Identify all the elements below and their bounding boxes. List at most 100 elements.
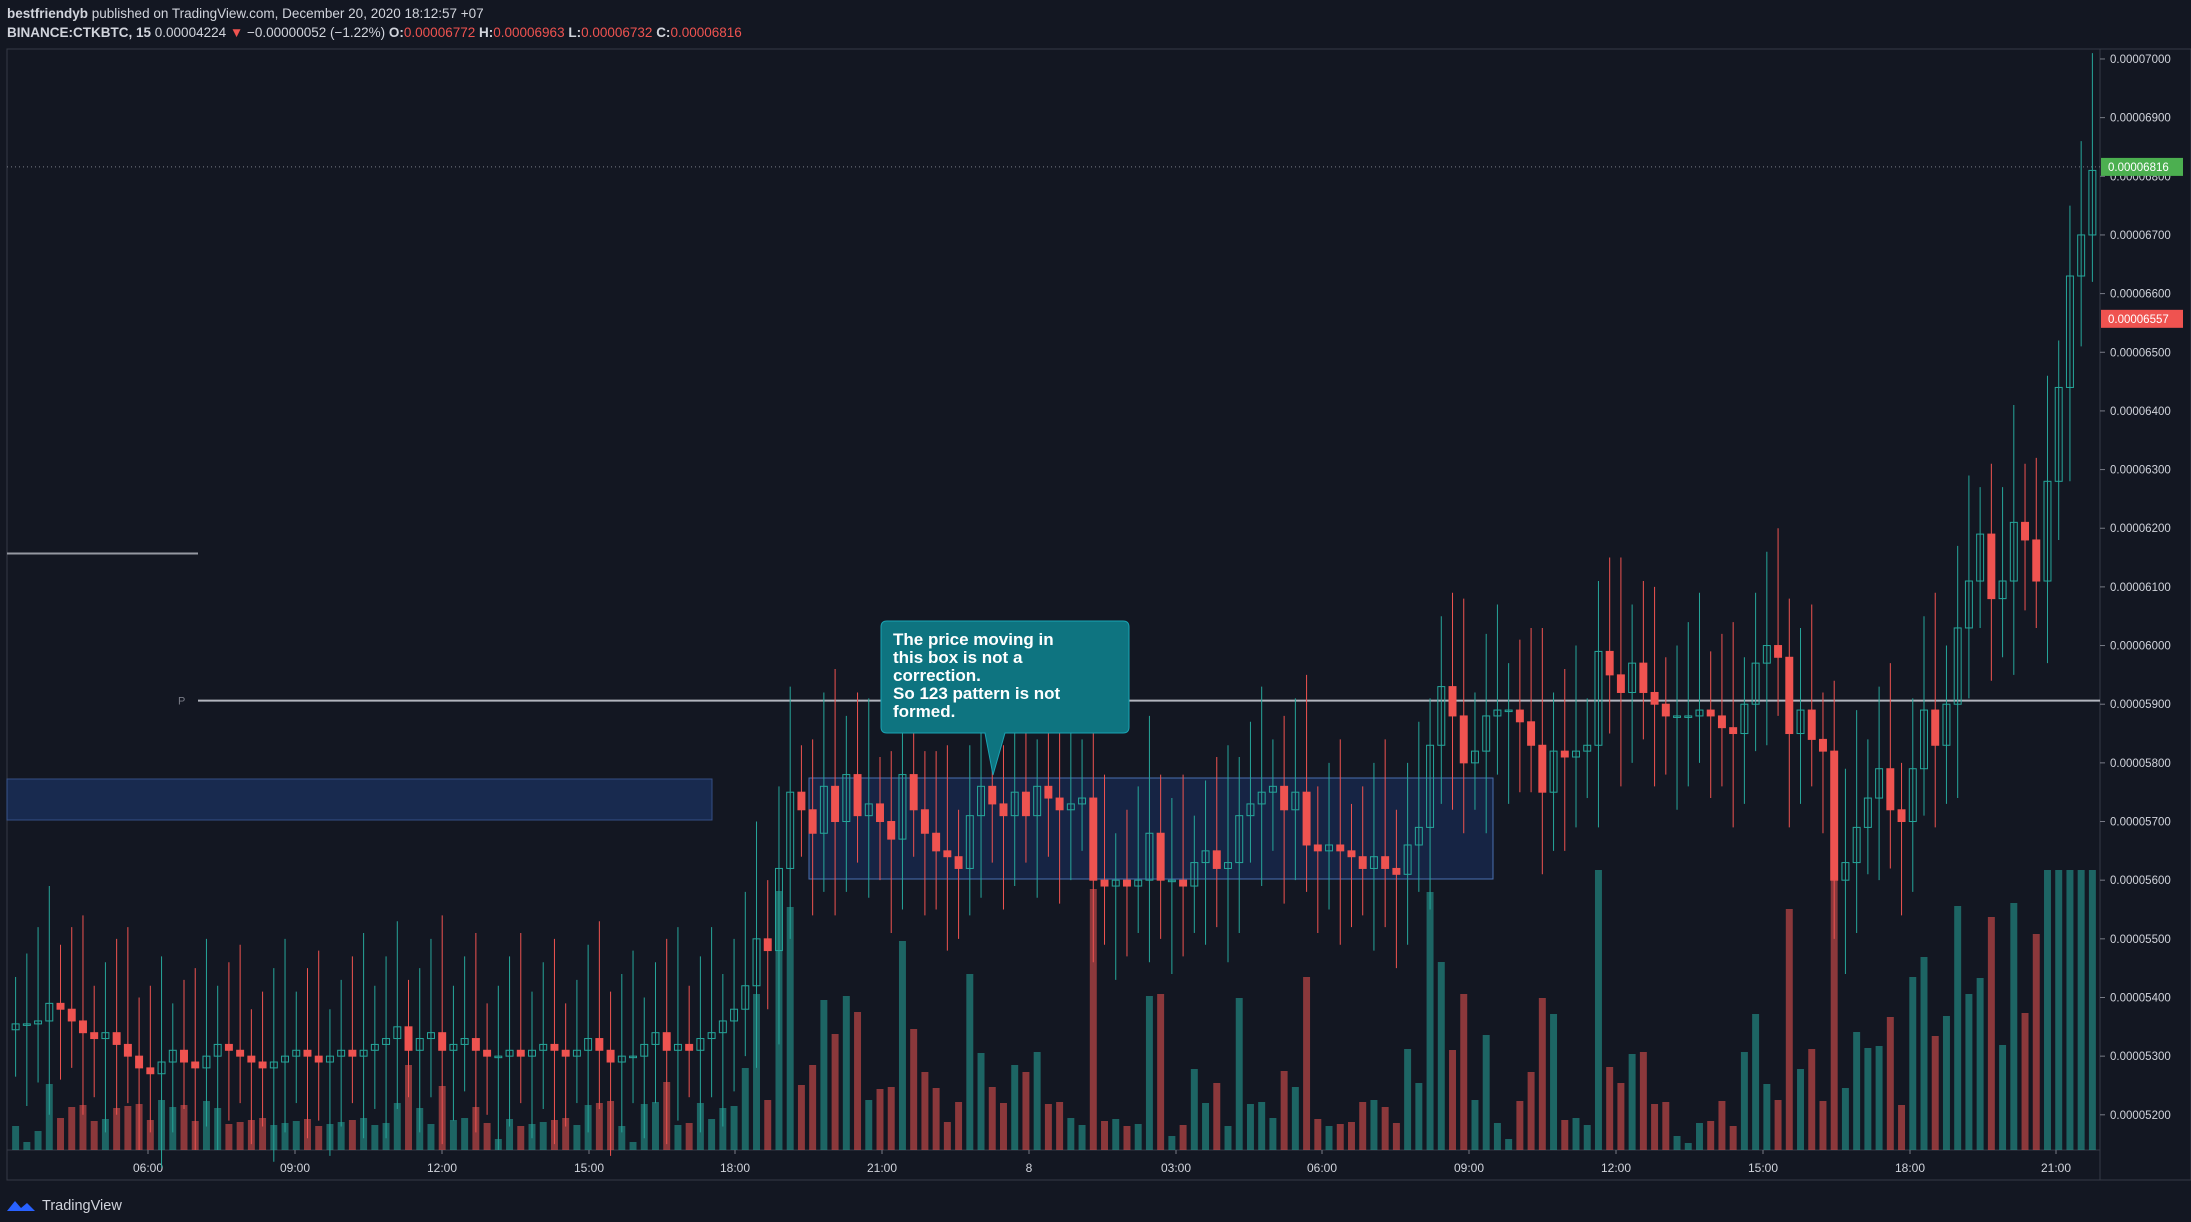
candle-body — [1122, 879, 1131, 887]
volume-bar — [1740, 1052, 1748, 1150]
open-label: O: — [388, 25, 404, 40]
candle-body — [191, 1061, 200, 1069]
volume-bar — [898, 941, 906, 1150]
volume-bar — [1651, 1104, 1659, 1150]
annotation-text: correction. — [893, 666, 981, 685]
volume-bar — [573, 1125, 581, 1150]
volume-bar — [1628, 1054, 1636, 1150]
volume-bar — [1325, 1126, 1333, 1150]
x-tick-label: 12:00 — [1601, 1161, 1631, 1175]
tradingview-logo[interactable]: TradingView — [6, 1198, 122, 1214]
candle-body — [415, 1038, 424, 1051]
candle-body — [1650, 691, 1659, 705]
candle-body — [202, 1055, 211, 1069]
volume-bar — [1145, 996, 1153, 1150]
candle-body — [1111, 879, 1120, 887]
candle-body — [1583, 744, 1592, 752]
candles — [11, 53, 2097, 1168]
author-name[interactable]: bestfriendyb — [7, 6, 89, 21]
candle-body — [1291, 791, 1300, 811]
volume-bar — [1987, 917, 1995, 1150]
chart-frame — [6, 48, 2191, 1181]
candle-body — [438, 1032, 447, 1051]
candle-body — [1179, 879, 1188, 887]
x-tick-label: 06:00 — [1307, 1161, 1337, 1175]
candle-body — [932, 832, 941, 852]
volume-bar — [1067, 1118, 1075, 1150]
candle-body — [876, 803, 884, 823]
volume-bar — [988, 1087, 996, 1150]
volume-bar — [1213, 1083, 1221, 1150]
candle-body — [920, 809, 929, 834]
volume-bar — [1000, 1103, 1007, 1150]
volume-bar — [1785, 909, 1793, 1150]
candle-body — [1426, 744, 1435, 828]
down-arrow-icon: ▼ — [229, 25, 244, 40]
high-label: H: — [479, 25, 494, 40]
volume-bar — [68, 1107, 76, 1150]
candle-body — [539, 1043, 548, 1051]
volume-bar — [932, 1088, 940, 1150]
candle-body — [281, 1055, 290, 1063]
candle-body — [1089, 797, 1098, 881]
volume-bar — [786, 907, 794, 1150]
volume-bar — [921, 1072, 929, 1150]
candle-body — [606, 1049, 615, 1063]
y-tick-label: 0.00005500 — [2110, 934, 2171, 946]
candle-body — [22, 1023, 31, 1026]
y-tick-label: 0.00005900 — [2110, 699, 2171, 711]
candle-body — [516, 1049, 525, 1057]
candle-body — [1920, 709, 1928, 770]
candle-body — [954, 856, 963, 869]
symbol-label: BINANCE:CTKBTC, 15 — [7, 25, 152, 40]
candle-body — [1594, 650, 1603, 746]
x-tick-label: 15:00 — [574, 1161, 604, 1175]
candle-body — [112, 1032, 121, 1045]
volume-bar — [753, 994, 760, 1150]
candle-body — [224, 1043, 233, 1051]
volume-bar — [1044, 1104, 1052, 1150]
volume-bar — [831, 1034, 839, 1150]
candle-body — [1684, 715, 1693, 718]
candle-body — [157, 1061, 166, 1075]
candle-body — [1268, 785, 1277, 793]
candle-body — [528, 1049, 536, 1057]
volume-bar — [1673, 1136, 1681, 1150]
volume-bar — [809, 1065, 817, 1150]
volume-bar — [348, 1120, 356, 1150]
volume-bar — [1078, 1125, 1086, 1150]
volume-bar — [427, 1124, 435, 1150]
candle-body — [1549, 750, 1558, 793]
candle-body — [45, 1002, 54, 1022]
candle-body — [774, 867, 783, 952]
candle-body — [909, 774, 918, 811]
volume-bar — [943, 1122, 951, 1150]
volume-bar — [1426, 892, 1434, 1150]
volume-bar — [1089, 889, 1097, 1150]
price-change: −0.00000052 (−1.22%) — [247, 25, 386, 40]
volume-bar — [292, 1121, 300, 1150]
volume-bar — [1190, 1069, 1198, 1150]
candle-body — [382, 1038, 391, 1045]
volume-bar — [854, 1012, 862, 1150]
volume-bar — [1179, 1125, 1187, 1150]
volume-bar — [1123, 1126, 1131, 1150]
candle-body — [1482, 715, 1491, 752]
candle-body — [1931, 709, 1940, 746]
annotation-text: The price moving in — [893, 630, 1054, 649]
y-tick-label: 0.00006600 — [2110, 289, 2171, 301]
volume-bar — [1482, 1035, 1490, 1150]
x-tick-label: 09:00 — [1454, 1161, 1484, 1175]
candle-body — [1201, 850, 1210, 864]
candle-body — [1145, 832, 1154, 881]
volume-bar — [1841, 1088, 1849, 1150]
volume-bar — [1269, 1118, 1277, 1150]
volume-bar — [1572, 1118, 1580, 1150]
candle-body — [168, 1049, 177, 1063]
candle-body — [1538, 744, 1547, 793]
volume-bar — [910, 1029, 918, 1150]
candle-body — [572, 1049, 581, 1057]
candle-body — [303, 1049, 312, 1057]
volume-bar — [708, 1119, 716, 1150]
